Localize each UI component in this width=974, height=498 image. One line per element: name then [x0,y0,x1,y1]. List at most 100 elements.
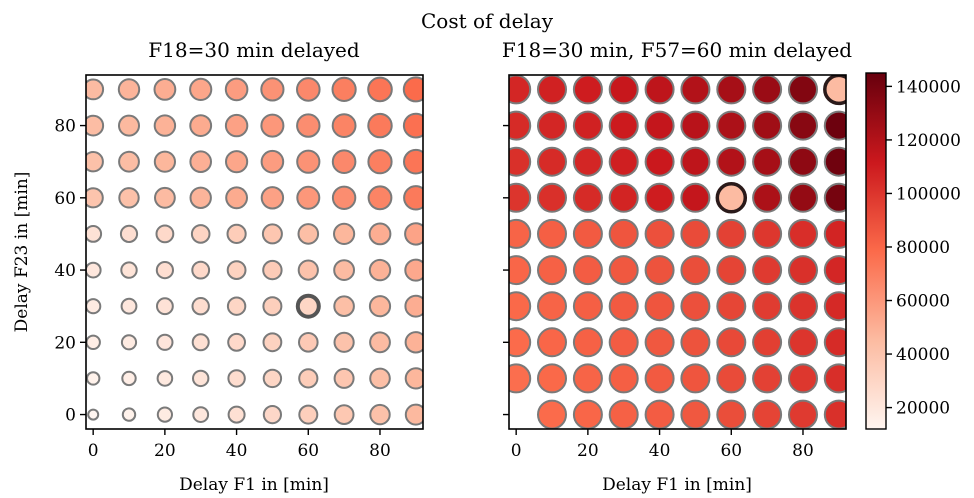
left-point [156,406,173,423]
right-point [788,399,818,429]
right-panel-title: F18=30 min, F57=60 min delayed [502,38,852,62]
right-point [608,291,639,322]
right-point [572,75,603,105]
right-point [537,110,567,141]
right-point [509,146,532,177]
left-point [156,333,174,351]
left-y-axis-label: Delay F23 in [min] [12,172,32,333]
right-point [752,110,783,141]
right-point [752,399,783,429]
right-point [572,363,603,394]
right-point-highlight [823,75,846,106]
right-point [788,218,818,249]
right-point [644,182,675,213]
right-point [823,182,846,213]
right-x-tick-label: 40 [649,441,671,461]
left-point [367,185,393,211]
left-point [189,114,213,137]
left-point [86,371,101,386]
right-axes-frame [508,74,847,430]
colorbar-tick-label: 80000 [896,238,950,258]
left-point [261,223,283,245]
right-point [644,110,675,141]
colorbar-tick-label: 40000 [896,345,950,365]
right-point [608,255,639,286]
right-point [644,399,675,429]
left-point [260,113,285,138]
right-point [572,146,603,177]
left-point [367,112,393,139]
right-point [608,218,639,249]
left-point [156,370,174,387]
left-point [331,113,357,138]
left-point [404,222,423,246]
right-point [608,363,639,394]
left-point [368,295,392,318]
right-point [537,399,567,429]
left-point [262,332,283,353]
left-x-tick-label: 20 [154,441,176,461]
right-point [752,255,783,286]
right-point [537,218,567,249]
right-point [509,110,532,141]
left-panel-title: F18=30 min delayed [148,38,360,62]
right-point [680,399,711,429]
right-point [823,255,846,286]
right-point [572,399,603,429]
right-point [608,399,639,429]
left-point [154,186,176,209]
left-point [120,261,138,279]
right-point [537,327,567,358]
left-point [119,224,139,243]
left-point [155,224,175,244]
left-point [402,112,423,139]
right-point [608,327,639,358]
right-point [680,110,711,141]
right-point [572,255,603,286]
left-point [191,333,210,352]
left-point [120,334,138,351]
right-point [644,146,675,177]
right-point [644,218,675,249]
right-point-highlight [715,182,748,214]
left-point [404,331,423,354]
left-x-tick-label: 40 [226,441,248,461]
right-point [788,75,818,105]
left-point [155,261,174,280]
left-point [331,149,357,174]
right-points [509,75,846,429]
right-point [572,182,603,213]
colorbar: 20000 40000 60000 80000 100000 120000 140000 [865,72,961,430]
right-point [509,291,532,322]
left-point [404,403,423,426]
left-point [296,77,321,102]
right-point [509,218,532,249]
left-point [192,406,210,424]
right-point [823,291,846,322]
right-point [823,218,846,249]
right-point [752,363,783,394]
left-point [331,76,357,103]
left-point [402,76,423,103]
left-point [87,408,100,421]
left-point [153,114,177,137]
left-point [225,186,249,210]
left-point [86,151,104,173]
left-point [226,296,247,316]
left-point [404,294,423,318]
left-x-tick-label: 60 [297,441,319,461]
colorbar-tick-label: 60000 [896,292,950,312]
left-point [86,334,101,350]
left-point [118,114,140,137]
right-point [680,218,711,249]
right-point [537,363,567,394]
left-point [118,187,140,209]
right-point [644,75,675,105]
left-point [262,296,283,317]
left-point [367,149,393,175]
left-point [404,367,423,390]
right-point [509,75,532,105]
right-point [752,75,783,105]
left-point [189,186,212,210]
right-point [509,182,532,213]
